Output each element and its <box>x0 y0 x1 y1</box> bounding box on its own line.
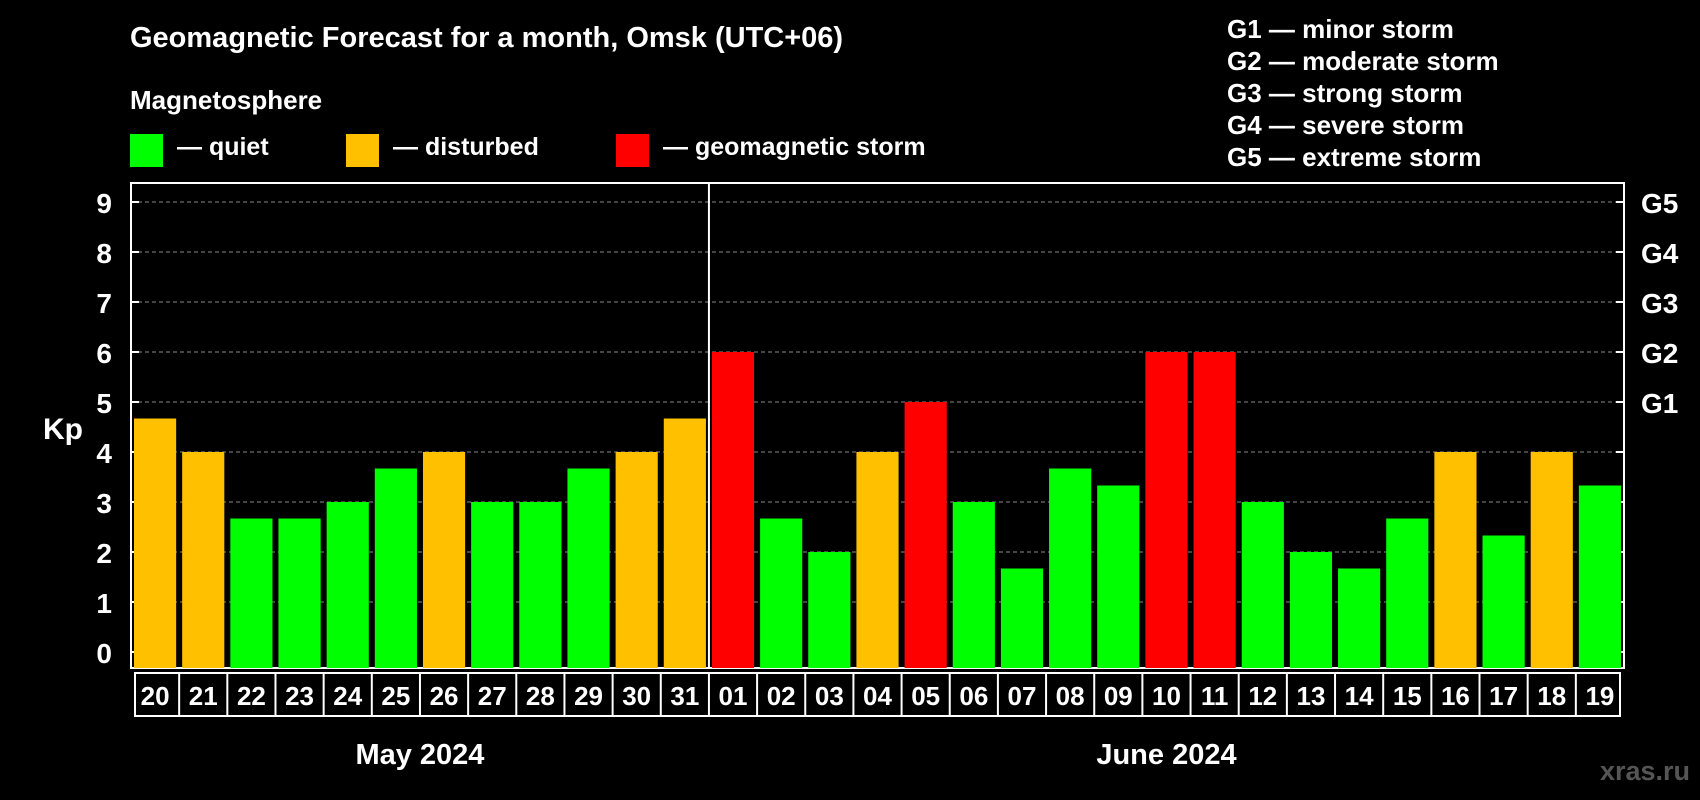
legend-label-disturbed: — disturbed <box>393 133 539 161</box>
day-labels-frame <box>134 672 1621 717</box>
legend-swatch-disturbed <box>346 134 379 167</box>
storm-scale-g3: G3 — strong storm <box>1227 78 1463 108</box>
day-label-23: 23 <box>285 681 314 711</box>
bar-03 <box>808 552 851 668</box>
day-label-16: 16 <box>1441 681 1470 711</box>
day-label-14: 14 <box>1345 681 1374 711</box>
month-label: June 2024 <box>1096 739 1236 771</box>
bar-07 <box>1000 568 1044 668</box>
day-label-31: 31 <box>670 681 699 711</box>
bar-08 <box>1049 468 1092 668</box>
bar-24 <box>326 502 369 668</box>
bar-26 <box>422 452 466 668</box>
day-label-30: 30 <box>622 681 651 711</box>
day-label-21: 21 <box>189 681 218 711</box>
bar-23 <box>278 518 321 668</box>
bar-28 <box>519 502 562 668</box>
storm-scale-g1: G1 — minor storm <box>1227 14 1454 44</box>
y-tick-label: 0 <box>96 638 112 669</box>
bar-20 <box>134 418 177 668</box>
bar-22 <box>230 518 273 668</box>
bar-12 <box>1241 502 1284 668</box>
day-label-26: 26 <box>430 681 459 711</box>
day-label-08: 08 <box>1056 681 1085 711</box>
y-tick-label: 5 <box>96 388 112 419</box>
bar-21 <box>182 452 225 668</box>
y-tick-label: 2 <box>96 538 112 569</box>
bar-29 <box>567 468 610 668</box>
chart-title: Geomagnetic Forecast for a month, Omsk (… <box>130 22 844 54</box>
bar-14 <box>1338 568 1381 668</box>
day-label-02: 02 <box>767 681 796 711</box>
y-tick-label: 3 <box>96 488 112 519</box>
bar-13 <box>1289 552 1333 668</box>
storm-scale-g5: G5 — extreme storm <box>1227 142 1482 172</box>
legend-swatch-quiet <box>130 134 163 167</box>
bar-30 <box>615 452 658 668</box>
day-label-29: 29 <box>574 681 603 711</box>
bar-05 <box>904 402 947 668</box>
day-label-01: 01 <box>719 681 748 711</box>
day-label-13: 13 <box>1296 681 1325 711</box>
day-label-07: 07 <box>1008 681 1037 711</box>
bar-15 <box>1386 518 1429 668</box>
day-label-10: 10 <box>1152 681 1181 711</box>
day-label-12: 12 <box>1248 681 1277 711</box>
day-label-22: 22 <box>237 681 266 711</box>
legend-label-storm: — geomagnetic storm <box>663 133 926 161</box>
bar-02 <box>760 518 803 668</box>
bar-25 <box>374 468 417 668</box>
day-label-17: 17 <box>1489 681 1518 711</box>
day-label-18: 18 <box>1537 681 1566 711</box>
bar-10 <box>1145 352 1188 668</box>
bar-06 <box>952 502 995 668</box>
y-tick-label: 6 <box>96 338 112 369</box>
bar-16 <box>1434 452 1477 668</box>
legend-heading: Magnetosphere <box>130 85 323 115</box>
right-axis-label-g1: G1 <box>1641 388 1678 419</box>
y-tick-label: 1 <box>96 588 112 619</box>
bar-27 <box>471 502 514 668</box>
right-axis-label-g3: G3 <box>1641 288 1678 319</box>
bar-04 <box>856 452 899 668</box>
storm-scale-g2: G2 — moderate storm <box>1227 46 1499 76</box>
day-label-05: 05 <box>911 681 940 711</box>
right-axis-label-g4: G4 <box>1641 238 1679 269</box>
day-label-11: 11 <box>1201 681 1229 711</box>
day-label-15: 15 <box>1393 681 1422 711</box>
day-label-25: 25 <box>381 681 410 711</box>
right-axis-label-g2: G2 <box>1641 338 1678 369</box>
watermark: xras.ru <box>1599 756 1690 786</box>
bar-18 <box>1530 452 1573 668</box>
right-axis-label-g5: G5 <box>1641 188 1678 219</box>
day-label-03: 03 <box>815 681 844 711</box>
day-label-20: 20 <box>141 681 170 711</box>
legend-label-quiet: — quiet <box>177 133 269 161</box>
bar-11 <box>1193 352 1236 668</box>
y-tick-label: 7 <box>96 288 112 319</box>
bar-17 <box>1482 535 1525 668</box>
y-tick-label: 8 <box>96 238 112 269</box>
day-label-06: 06 <box>959 681 988 711</box>
bar-31 <box>663 418 706 668</box>
y-tick-label: 4 <box>96 438 112 469</box>
day-label-24: 24 <box>333 681 362 711</box>
day-label-04: 04 <box>863 681 892 711</box>
storm-scale-g4: G4 — severe storm <box>1227 110 1465 140</box>
y-tick-label: 9 <box>96 188 112 219</box>
day-label-28: 28 <box>526 681 555 711</box>
bar-01 <box>711 352 755 668</box>
day-label-19: 19 <box>1585 681 1614 711</box>
legend-swatch-storm <box>616 134 649 167</box>
day-label-09: 09 <box>1104 681 1133 711</box>
bar-19 <box>1578 485 1621 668</box>
y-axis-label: Kp <box>43 413 83 446</box>
bar-09 <box>1097 485 1140 668</box>
day-label-27: 27 <box>478 681 507 711</box>
month-label: May 2024 <box>355 739 484 771</box>
